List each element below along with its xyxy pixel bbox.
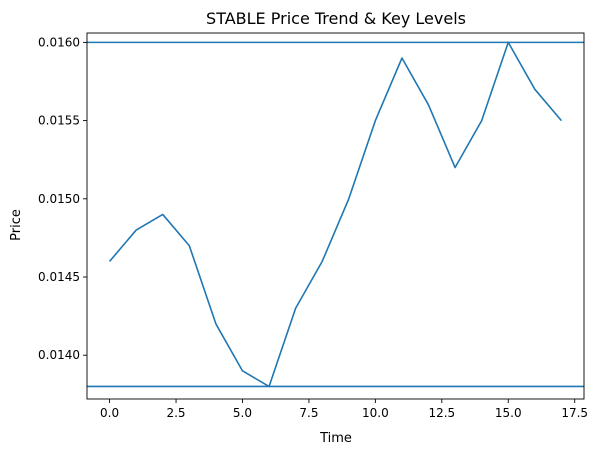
x-tick-label: 7.5 [299, 406, 318, 420]
price-series-line [108, 41, 563, 388]
y-tick-label: 0.0145 [38, 270, 80, 284]
y-axis-label: Price [9, 209, 24, 241]
x-axis-label: Time [319, 431, 352, 446]
x-tick-label: 15.0 [495, 406, 522, 420]
y-tick-label: 0.0155 [38, 114, 80, 128]
x-tick-label: 12.5 [428, 406, 455, 420]
x-tick-label: 17.5 [561, 406, 588, 420]
plot-area: 0.0 2.5 5.0 7.5 10.0 12.5 15.0 17.5 0.0140 0.0145… [38, 32, 588, 420]
y-tick-label: 0.0140 [38, 348, 80, 362]
x-tick-label: 2.5 [166, 406, 185, 420]
chart-title: STABLE Price Trend & Key Levels [206, 9, 466, 28]
x-tick-label: 0.0 [100, 406, 119, 420]
y-tick-label: 0.0150 [38, 192, 80, 206]
y-tick-label: 0.0160 [38, 35, 80, 49]
x-tick-label: 10.0 [362, 406, 389, 420]
x-tick-label: 5.0 [233, 406, 252, 420]
plot-frame [86, 32, 585, 400]
